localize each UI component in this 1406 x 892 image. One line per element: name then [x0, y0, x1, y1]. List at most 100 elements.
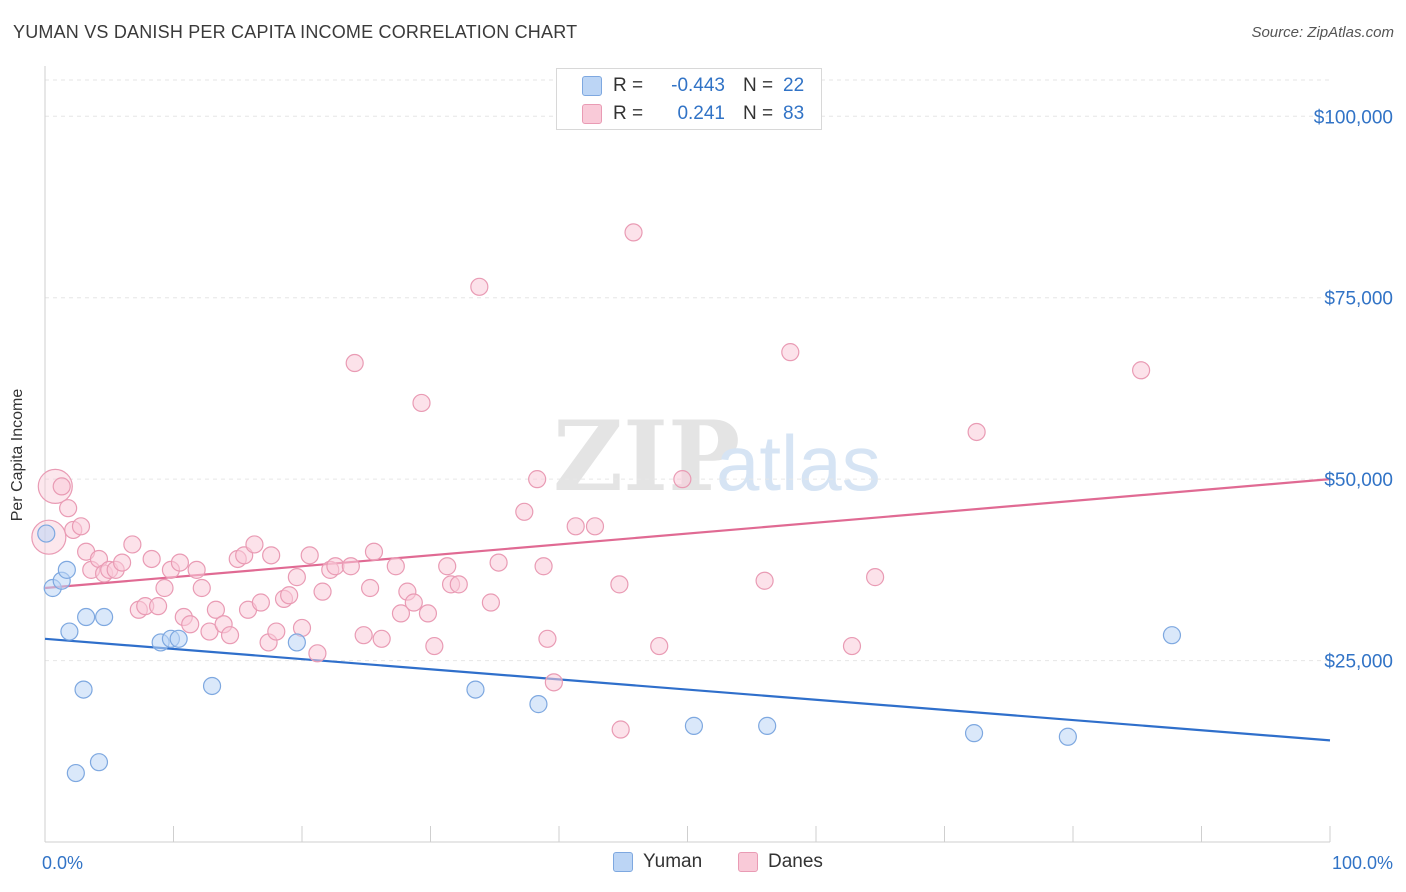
x-tick-label-end: 100.0%: [1332, 853, 1393, 873]
data-point-danes: [251, 593, 270, 612]
data-point-danes: [142, 549, 161, 569]
data-point-yuman: [684, 716, 704, 735]
data-point-yuman: [37, 524, 56, 543]
source-label: Source: ZipAtlas.com: [1251, 24, 1394, 41]
data-point-danes: [59, 499, 78, 518]
data-points: [31, 223, 1182, 783]
data-point-danes: [354, 626, 373, 645]
data-point-danes: [123, 535, 142, 554]
data-point-danes: [361, 578, 380, 598]
legend-item-danes[interactable]: Danes: [738, 851, 823, 873]
data-point-yuman: [529, 695, 548, 714]
data-point-danes: [341, 557, 360, 576]
data-point-yuman: [57, 560, 76, 579]
legend-label: Yuman: [643, 851, 703, 872]
data-point-danes: [585, 517, 605, 536]
r-value: -0.443: [671, 75, 725, 96]
stats-box: R = -0.443 N = 22 R = 0.241 N = 83: [556, 68, 822, 130]
data-point-yuman: [202, 676, 222, 696]
stats-row-yuman: R = -0.443 N = 22: [557, 72, 804, 100]
y-axis-label: Per Capita Income: [9, 388, 26, 522]
data-point-danes: [515, 502, 534, 521]
legend: Yuman Danes: [0, 851, 1406, 879]
data-point-danes: [200, 622, 219, 641]
watermark-atlas: atlas: [716, 419, 881, 507]
r-label: R =: [613, 75, 644, 96]
data-point-yuman: [169, 629, 188, 648]
data-point-danes: [842, 636, 862, 656]
data-point-danes: [449, 575, 468, 594]
y-tick-label: $75,000: [1324, 289, 1393, 310]
trend-line-danes: [44, 478, 1331, 590]
data-point-danes: [624, 223, 643, 242]
data-point-danes: [386, 557, 405, 576]
axes: [44, 66, 1331, 843]
legend-item-yuman[interactable]: Yuman: [613, 851, 702, 873]
tick-labels: $25,000 $50,000 $75,000 $100,000 0.0% 100.0%: [42, 107, 1393, 873]
data-point-yuman: [466, 680, 485, 699]
data-point-danes: [52, 477, 71, 496]
yuman-swatch: [582, 76, 602, 96]
data-point-danes: [308, 644, 327, 663]
data-point-danes: [489, 553, 508, 572]
data-point-danes: [262, 546, 281, 565]
data-point-yuman: [95, 607, 114, 627]
data-point-danes: [610, 575, 629, 594]
data-point-danes: [566, 517, 585, 536]
data-point-yuman: [758, 716, 777, 735]
trend-line-yuman: [44, 637, 1331, 742]
yuman-swatch: [613, 852, 633, 872]
data-point-danes: [412, 393, 431, 413]
data-point-danes: [372, 629, 391, 648]
data-point-yuman: [964, 724, 984, 743]
trend-lines: [44, 478, 1331, 742]
data-point-danes: [650, 636, 669, 656]
data-point-danes: [538, 629, 557, 648]
legend-label: Danes: [768, 851, 823, 872]
data-point-danes: [425, 636, 444, 656]
n-value: 22: [783, 75, 805, 96]
data-point-danes: [220, 626, 240, 645]
x-tick-label-start: 0.0%: [42, 853, 83, 873]
danes-swatch: [738, 852, 758, 872]
data-point-danes: [170, 553, 190, 572]
data-point-danes: [187, 560, 206, 579]
data-point-yuman: [74, 680, 93, 699]
data-point-danes: [528, 470, 547, 489]
y-tick-label: $25,000: [1324, 652, 1393, 673]
data-point-danes: [544, 673, 563, 692]
y-tick-label: $100,000: [1314, 107, 1393, 128]
data-point-danes: [418, 604, 438, 623]
data-point-yuman: [60, 622, 79, 641]
n-value: 83: [783, 103, 805, 124]
data-point-danes: [326, 557, 345, 576]
data-point-danes: [404, 593, 423, 612]
data-point-yuman: [287, 633, 306, 652]
watermark-zip: ZIP: [553, 400, 740, 513]
data-point-danes: [611, 720, 630, 739]
data-point-danes: [364, 542, 384, 561]
data-point-danes: [967, 422, 986, 442]
data-point-yuman: [77, 607, 96, 627]
data-point-yuman: [1058, 727, 1077, 746]
data-point-danes: [313, 582, 332, 601]
data-point-danes: [781, 343, 800, 362]
chart-title: YUMAN VS DANISH PER CAPITA INCOME CORREL…: [13, 22, 578, 42]
data-point-danes: [287, 568, 306, 587]
data-point-danes: [345, 353, 364, 373]
data-point-danes: [673, 470, 692, 489]
data-point-yuman: [1162, 626, 1182, 645]
data-point-yuman: [66, 763, 85, 783]
y-tick-label: $50,000: [1324, 470, 1393, 491]
data-point-danes: [300, 546, 319, 565]
data-point-danes: [245, 535, 264, 554]
data-point-danes: [267, 622, 286, 641]
danes-swatch: [582, 104, 602, 124]
data-point-danes: [148, 597, 168, 616]
r-label: R =: [613, 103, 644, 124]
data-point-danes: [866, 568, 885, 587]
data-point-danes: [280, 586, 299, 605]
data-point-danes: [470, 277, 489, 296]
